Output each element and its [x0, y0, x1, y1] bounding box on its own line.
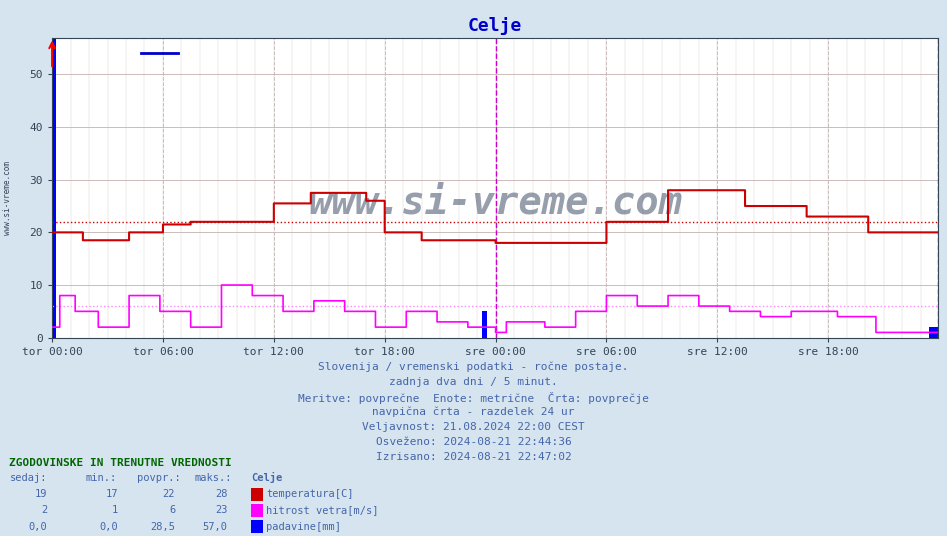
Text: 22: 22: [163, 489, 175, 500]
Text: 17: 17: [106, 489, 118, 500]
Text: sedaj:: sedaj:: [9, 473, 47, 483]
Text: Meritve: povprečne  Enote: metrične  Črta: povprečje: Meritve: povprečne Enote: metrične Črta:…: [298, 392, 649, 404]
Text: 0,0: 0,0: [28, 522, 47, 532]
Text: www.si-vreme.com: www.si-vreme.com: [308, 184, 682, 221]
Text: maks.:: maks.:: [194, 473, 232, 483]
Bar: [936, 327, 937, 338]
Bar: [934, 327, 936, 338]
Text: 19: 19: [35, 489, 47, 500]
Text: 6: 6: [169, 505, 175, 516]
Text: Slovenija / vremenski podatki - ročne postaje.: Slovenija / vremenski podatki - ročne po…: [318, 362, 629, 373]
Bar: [54, 38, 56, 338]
Text: navpična črta - razdelek 24 ur: navpična črta - razdelek 24 ur: [372, 407, 575, 418]
Text: zadnja dva dni / 5 minut.: zadnja dva dni / 5 minut.: [389, 377, 558, 387]
Bar: [937, 327, 938, 338]
Bar: [486, 311, 487, 338]
Text: Izrisano: 2024-08-21 22:47:02: Izrisano: 2024-08-21 22:47:02: [376, 452, 571, 462]
Text: min.:: min.:: [85, 473, 116, 483]
Text: 23: 23: [215, 505, 227, 516]
Text: 28,5: 28,5: [151, 522, 175, 532]
Text: 2: 2: [41, 505, 47, 516]
Text: 0,0: 0,0: [99, 522, 118, 532]
Bar: [53, 38, 54, 338]
Title: Celje: Celje: [468, 17, 522, 35]
Text: padavine[mm]: padavine[mm]: [266, 522, 341, 532]
Text: Celje: Celje: [251, 472, 282, 483]
Text: 28: 28: [215, 489, 227, 500]
Bar: [482, 311, 484, 338]
Text: hitrost vetra[m/s]: hitrost vetra[m/s]: [266, 505, 379, 516]
Bar: [932, 327, 934, 338]
Bar: [929, 327, 931, 338]
Text: Osveženo: 2024-08-21 22:44:36: Osveženo: 2024-08-21 22:44:36: [376, 437, 571, 447]
Text: 1: 1: [112, 505, 118, 516]
Text: povpr.:: povpr.:: [137, 473, 181, 483]
Bar: [931, 327, 932, 338]
Text: Veljavnost: 21.08.2024 22:00 CEST: Veljavnost: 21.08.2024 22:00 CEST: [362, 422, 585, 432]
Bar: [484, 311, 486, 338]
Text: temperatura[C]: temperatura[C]: [266, 489, 353, 500]
Text: ZGODOVINSKE IN TRENUTNE VREDNOSTI: ZGODOVINSKE IN TRENUTNE VREDNOSTI: [9, 458, 232, 468]
Text: www.si-vreme.com: www.si-vreme.com: [3, 161, 12, 235]
Text: 57,0: 57,0: [203, 522, 227, 532]
Bar: [51, 38, 53, 338]
